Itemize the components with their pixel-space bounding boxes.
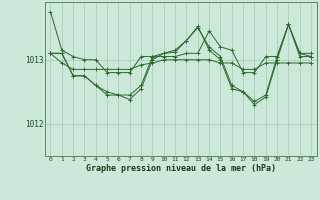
X-axis label: Graphe pression niveau de la mer (hPa): Graphe pression niveau de la mer (hPa)	[86, 164, 276, 173]
